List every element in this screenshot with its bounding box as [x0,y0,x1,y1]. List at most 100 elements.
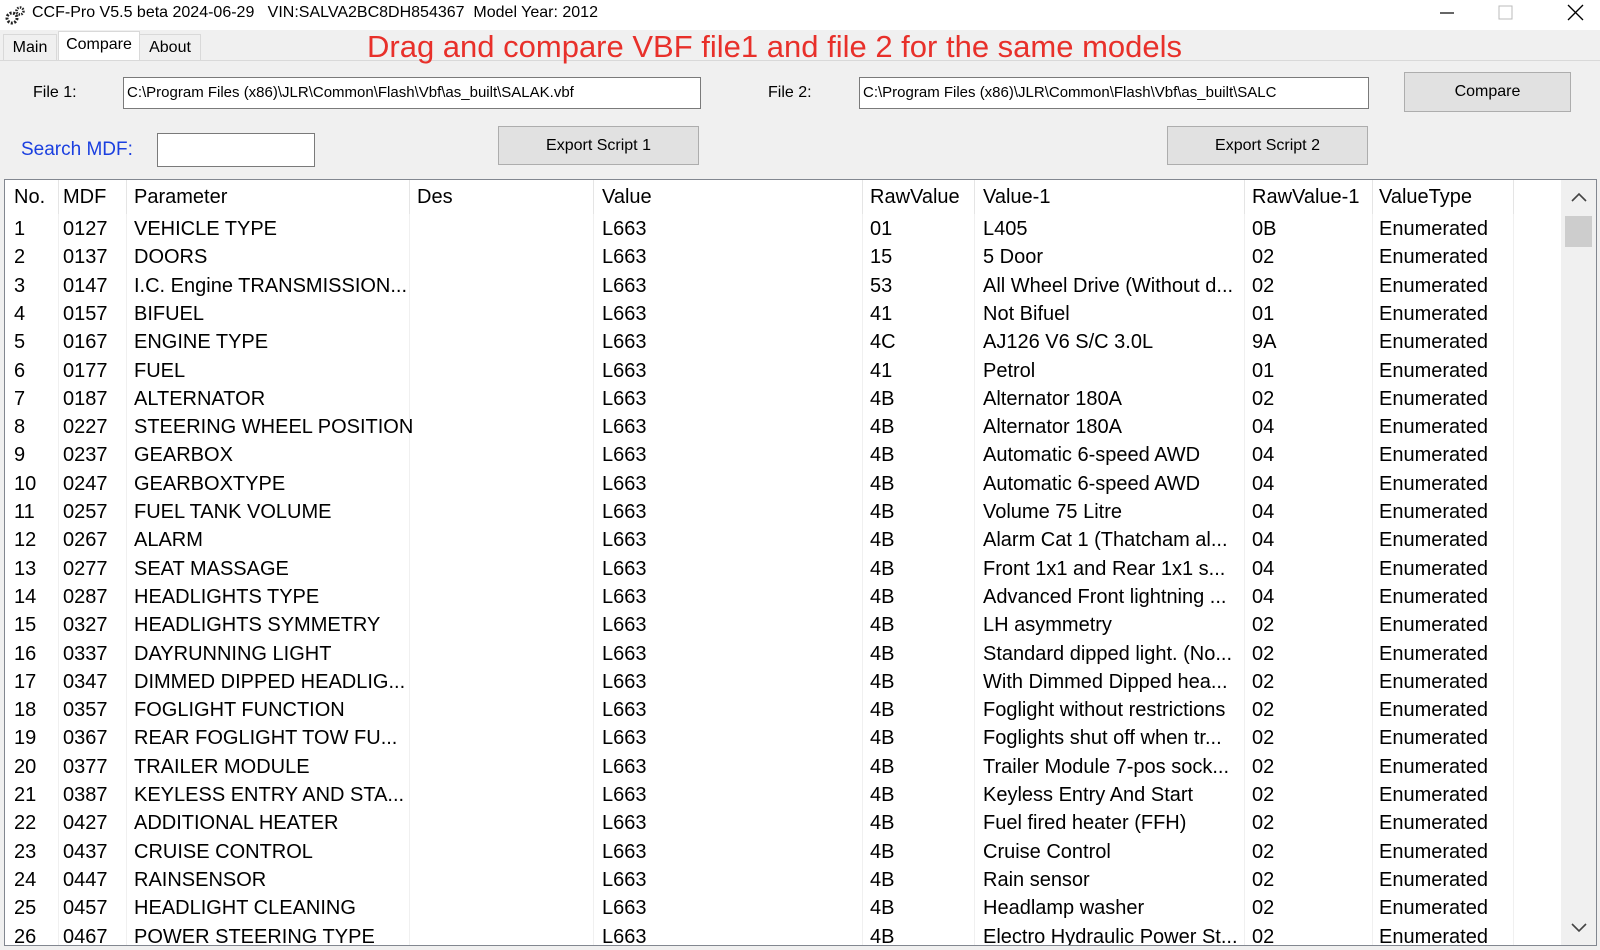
table-cell: 0277 [63,557,108,580]
table-cell: 4B [870,557,895,580]
table-cell: 4B [870,840,895,863]
table-cell: L663 [602,302,647,325]
header-separator [862,180,863,214]
table-cell: Enumerated [1379,784,1488,806]
table-cell: 4B [870,727,895,750]
header-separator [1513,180,1514,214]
header-separator [409,180,410,214]
table-cell: Enumerated [1379,868,1488,891]
table-cell: KEYLESS ENTRY AND STA... [134,784,405,806]
table-cell: DAYRUNNING LIGHT [134,642,332,665]
table-cell: STEERING WHEEL POSITION [134,416,414,439]
search-input[interactable] [157,133,315,167]
table-cell: 04 [1252,444,1275,467]
tab-main[interactable]: Main [3,34,57,61]
table-cell: 0227 [63,416,108,439]
table-cell: 4B [870,444,895,467]
table-cell: 4B [870,387,895,410]
table-cell: 02 [1252,897,1275,920]
table-cell: Foglight without restrictions [983,699,1226,722]
column-separator [126,214,127,945]
table-cell: 4B [870,501,895,523]
table-cell: Alternator 180A [983,387,1122,410]
column-header: ValueType [1379,186,1473,208]
scrollbar[interactable] [1561,180,1596,945]
table-cell: 19 [14,727,37,750]
table-cell: 02 [1252,699,1275,722]
table-cell: 53 [870,274,893,297]
table-cell: 02 [1252,274,1275,297]
table-cell: L663 [602,868,647,891]
scroll-thumb[interactable] [1565,216,1592,247]
table-cell: 4B [870,416,895,439]
table-cell: 02 [1252,755,1275,778]
export-script-2-button[interactable]: Export Script 2 [1167,126,1368,165]
column-header: Parameter [134,186,228,208]
table-cell: 0347 [63,670,108,693]
table-cell: L663 [602,472,647,495]
compare-button[interactable]: Compare [1404,72,1571,112]
table-cell: Alternator 180A [983,416,1122,439]
export-script-1-button[interactable]: Export Script 1 [498,126,699,165]
table-cell: 4B [870,897,895,920]
table-cell: Enumerated [1379,331,1488,354]
table-cell: FUEL TANK VOLUME [134,501,332,523]
table-cell: I.C. Engine TRANSMISSION... [134,274,408,297]
table-cell: All Wheel Drive (Without d... [983,274,1234,297]
table-cell: 04 [1252,585,1275,608]
tab-compare[interactable]: Compare [58,31,140,61]
window-title: CCF-Pro V5.5 beta 2024-06-29 VIN:SALVA2B… [32,4,598,21]
table-cell: 02 [1252,925,1275,946]
table-cell: L663 [602,444,647,467]
table-cell: Enumerated [1379,585,1488,608]
table-cell: 11 [14,501,35,523]
window-controls[interactable] [1430,0,1600,30]
table-cell: L663 [602,529,647,552]
table-cell: With Dimmed Dipped hea... [983,670,1228,693]
file1-input[interactable]: C:\Program Files (x86)\JLR\Common\Flash\… [123,77,701,109]
table-cell: CRUISE CONTROL [134,840,313,863]
table-cell: ALTERNATOR [134,387,266,410]
table-cell: 04 [1252,501,1275,523]
table-cell: 5 [14,331,26,354]
tab-about[interactable]: About [139,34,201,61]
data-grid: No. MDF Parameter Des Value RawValue Value-1 Ra… [4,179,1597,946]
table-cell: 0257 [63,501,108,523]
table-cell: Enumerated [1379,302,1488,325]
header-separator [1244,180,1245,214]
table-cell: Headlamp washer [983,897,1145,920]
table-cell: 02 [1252,670,1275,693]
table-cell: HEADLIGHTS SYMMETRY [134,614,381,637]
table-cell: 14 [14,585,37,608]
table-cell: 10 [14,472,37,495]
table-cell: L663 [602,670,647,693]
table-cell: Advanced Front lightning ... [983,585,1227,608]
scroll-down[interactable] [1569,921,1589,935]
table-cell: Enumerated [1379,387,1488,410]
table-cell: Cruise Control [983,840,1111,863]
table-cell: DIMMED DIPPED HEADLIG... [134,670,406,693]
table-cell: 4B [870,925,895,946]
table-cell: L663 [602,755,647,778]
column-separator [862,214,863,945]
column-header: Value [602,186,652,208]
table-cell: Fuel fired heater (FFH) [983,812,1187,835]
table-cell: L663 [602,331,647,354]
table-cell: 20 [14,755,37,778]
table-cell: POWER STEERING TYPE [134,925,375,946]
table-cell: TRAILER MODULE [134,755,310,778]
file2-input[interactable]: C:\Program Files (x86)\JLR\Common\Flash\… [859,77,1369,109]
table-cell: 0267 [63,529,108,552]
column-header: RawValue [870,186,960,208]
table-cell: 04 [1252,472,1275,495]
scroll-up[interactable] [1569,190,1589,204]
table-cell: L663 [602,387,647,410]
table-cell: Enumerated [1379,501,1488,523]
table-cell: L663 [602,614,647,637]
annotation: Drag and compare VBF file1 and file 2 fo… [367,29,1183,64]
table-cell: 0457 [63,897,108,920]
table-cell: Enumerated [1379,642,1488,665]
table-cell: VEHICLE TYPE [134,218,278,240]
table-cell: L663 [602,699,647,722]
table-cell: Enumerated [1379,840,1488,863]
